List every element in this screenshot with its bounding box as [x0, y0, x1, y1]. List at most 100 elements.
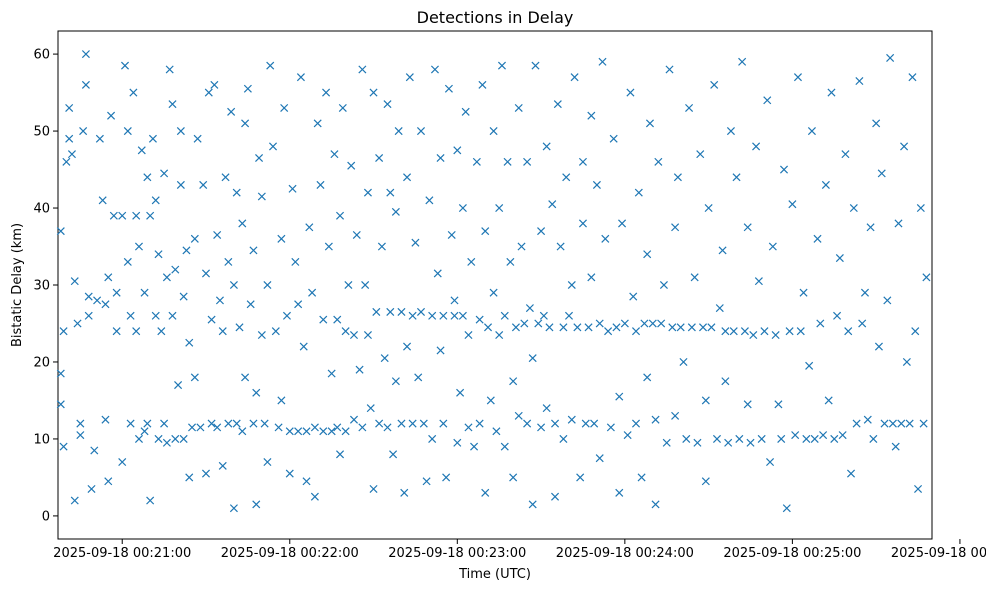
data-point-marker [458, 204, 467, 213]
data-point-marker [154, 434, 163, 443]
data-point-marker [358, 423, 367, 432]
data-point-marker [629, 292, 638, 301]
data-point-marker [171, 434, 180, 443]
data-point-marker [531, 61, 540, 70]
data-point-marker [456, 388, 465, 397]
data-point-marker [472, 157, 481, 166]
data-point-marker [623, 431, 632, 440]
data-point-marker [511, 323, 520, 332]
data-point-marker [584, 323, 593, 332]
data-point-marker [779, 165, 789, 174]
data-point-marker [227, 107, 236, 116]
data-point-marker [902, 357, 911, 366]
data-point-marker [467, 257, 476, 266]
data-point-marker [503, 157, 512, 166]
data-point-marker [475, 315, 484, 324]
data-point-marker [188, 423, 197, 432]
data-point-marker [185, 473, 194, 482]
data-point-marker [76, 431, 85, 440]
data-point-marker [626, 88, 635, 97]
data-point-marker [517, 242, 526, 251]
data-point-marker [146, 496, 155, 505]
data-point-marker [816, 319, 825, 328]
data-point-marker [375, 419, 384, 428]
data-point-marker [551, 419, 560, 428]
data-point-marker [380, 354, 389, 363]
data-point-marker [715, 304, 724, 313]
data-point-marker [721, 327, 730, 336]
data-point-marker [386, 188, 395, 197]
data-point-marker [874, 342, 883, 351]
data-point-marker [470, 442, 479, 451]
data-point-marker [372, 307, 381, 316]
data-point-marker [509, 377, 518, 386]
data-point-marker [615, 392, 624, 401]
data-point-marker [763, 96, 772, 105]
data-point-marker [252, 500, 261, 509]
data-point-marker [838, 431, 847, 440]
data-point-marker [651, 415, 660, 424]
data-point-marker [84, 311, 93, 320]
data-point-marker [151, 196, 160, 205]
data-point-marker [193, 134, 202, 143]
data-point-marker [679, 357, 688, 366]
data-point-marker [581, 419, 590, 428]
data-point-marker [268, 142, 278, 151]
data-point-marker [450, 311, 459, 320]
data-point-marker [81, 50, 90, 59]
data-point-marker [548, 200, 557, 209]
data-point-marker [137, 146, 146, 155]
data-points [56, 50, 931, 513]
data-point-marker [126, 419, 135, 428]
data-point-marker [821, 180, 830, 189]
data-point-marker [213, 230, 222, 239]
data-point-marker [81, 80, 90, 89]
data-point-marker [707, 323, 716, 332]
data-point-marker [914, 484, 923, 493]
data-point-marker [704, 204, 713, 213]
data-point-marker [118, 458, 127, 467]
data-point-marker [489, 127, 498, 136]
data-point-marker [408, 311, 417, 320]
data-point-marker [310, 423, 319, 432]
data-point-marker [316, 180, 325, 189]
data-point-marker [67, 150, 76, 159]
data-point-marker [640, 319, 649, 328]
data-point-marker [422, 477, 431, 486]
data-point-marker [483, 323, 493, 332]
data-point-marker [495, 331, 504, 340]
data-point-marker [56, 369, 65, 378]
data-point-marker [863, 415, 872, 424]
data-point-marker [724, 438, 733, 447]
data-point-marker [888, 419, 897, 428]
data-point-marker [313, 119, 322, 128]
data-point-marker [174, 381, 183, 390]
data-point-marker [855, 77, 864, 86]
data-point-marker [148, 134, 157, 143]
data-point-marker [643, 373, 652, 382]
data-point-marker [84, 292, 93, 301]
data-point-marker [238, 219, 247, 228]
y-tick-label: 40 [33, 202, 50, 217]
data-point-marker [718, 246, 727, 255]
x-tick-label: 2025-09-18 00:25:00 [723, 546, 861, 561]
data-point-marker [319, 427, 328, 436]
data-point-marker [528, 354, 537, 363]
data-point-marker [389, 450, 398, 459]
data-point-marker [453, 438, 462, 447]
data-point-marker [665, 65, 674, 74]
data-point-marker [162, 273, 171, 282]
data-point-marker [190, 373, 199, 382]
data-point-marker [235, 323, 244, 332]
data-point-marker [361, 280, 370, 290]
data-point-marker [618, 219, 627, 228]
data-point-marker [333, 423, 342, 432]
data-point-marker [109, 211, 118, 220]
data-point-marker [735, 434, 744, 443]
data-point-marker [201, 269, 211, 278]
y-axis: 0 10 20 30 40 50 60 [33, 48, 58, 524]
data-point-marker [218, 461, 227, 470]
data-point-marker [478, 80, 487, 89]
data-point-marker [229, 504, 238, 513]
data-point-marker [285, 427, 294, 436]
